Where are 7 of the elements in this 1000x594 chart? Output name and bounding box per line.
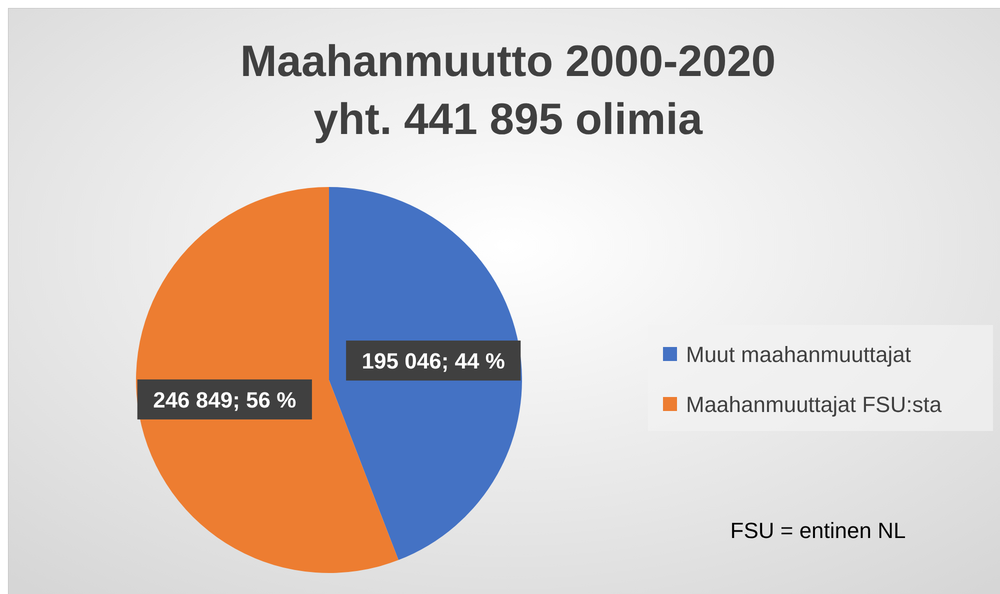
data-label: 246 849; 56 % [153,387,296,412]
legend-label: Muut maahanmuuttajat [686,342,912,367]
chart-title: Maahanmuutto 2000-2020 yht. 441 895 olimia [240,37,776,144]
text: FSU = entinen NL [730,518,906,543]
legend-label: Maahanmuuttajat FSU:sta [686,392,942,417]
data-label: 195 046; 44 % [362,348,505,374]
pie-slice [136,187,398,573]
